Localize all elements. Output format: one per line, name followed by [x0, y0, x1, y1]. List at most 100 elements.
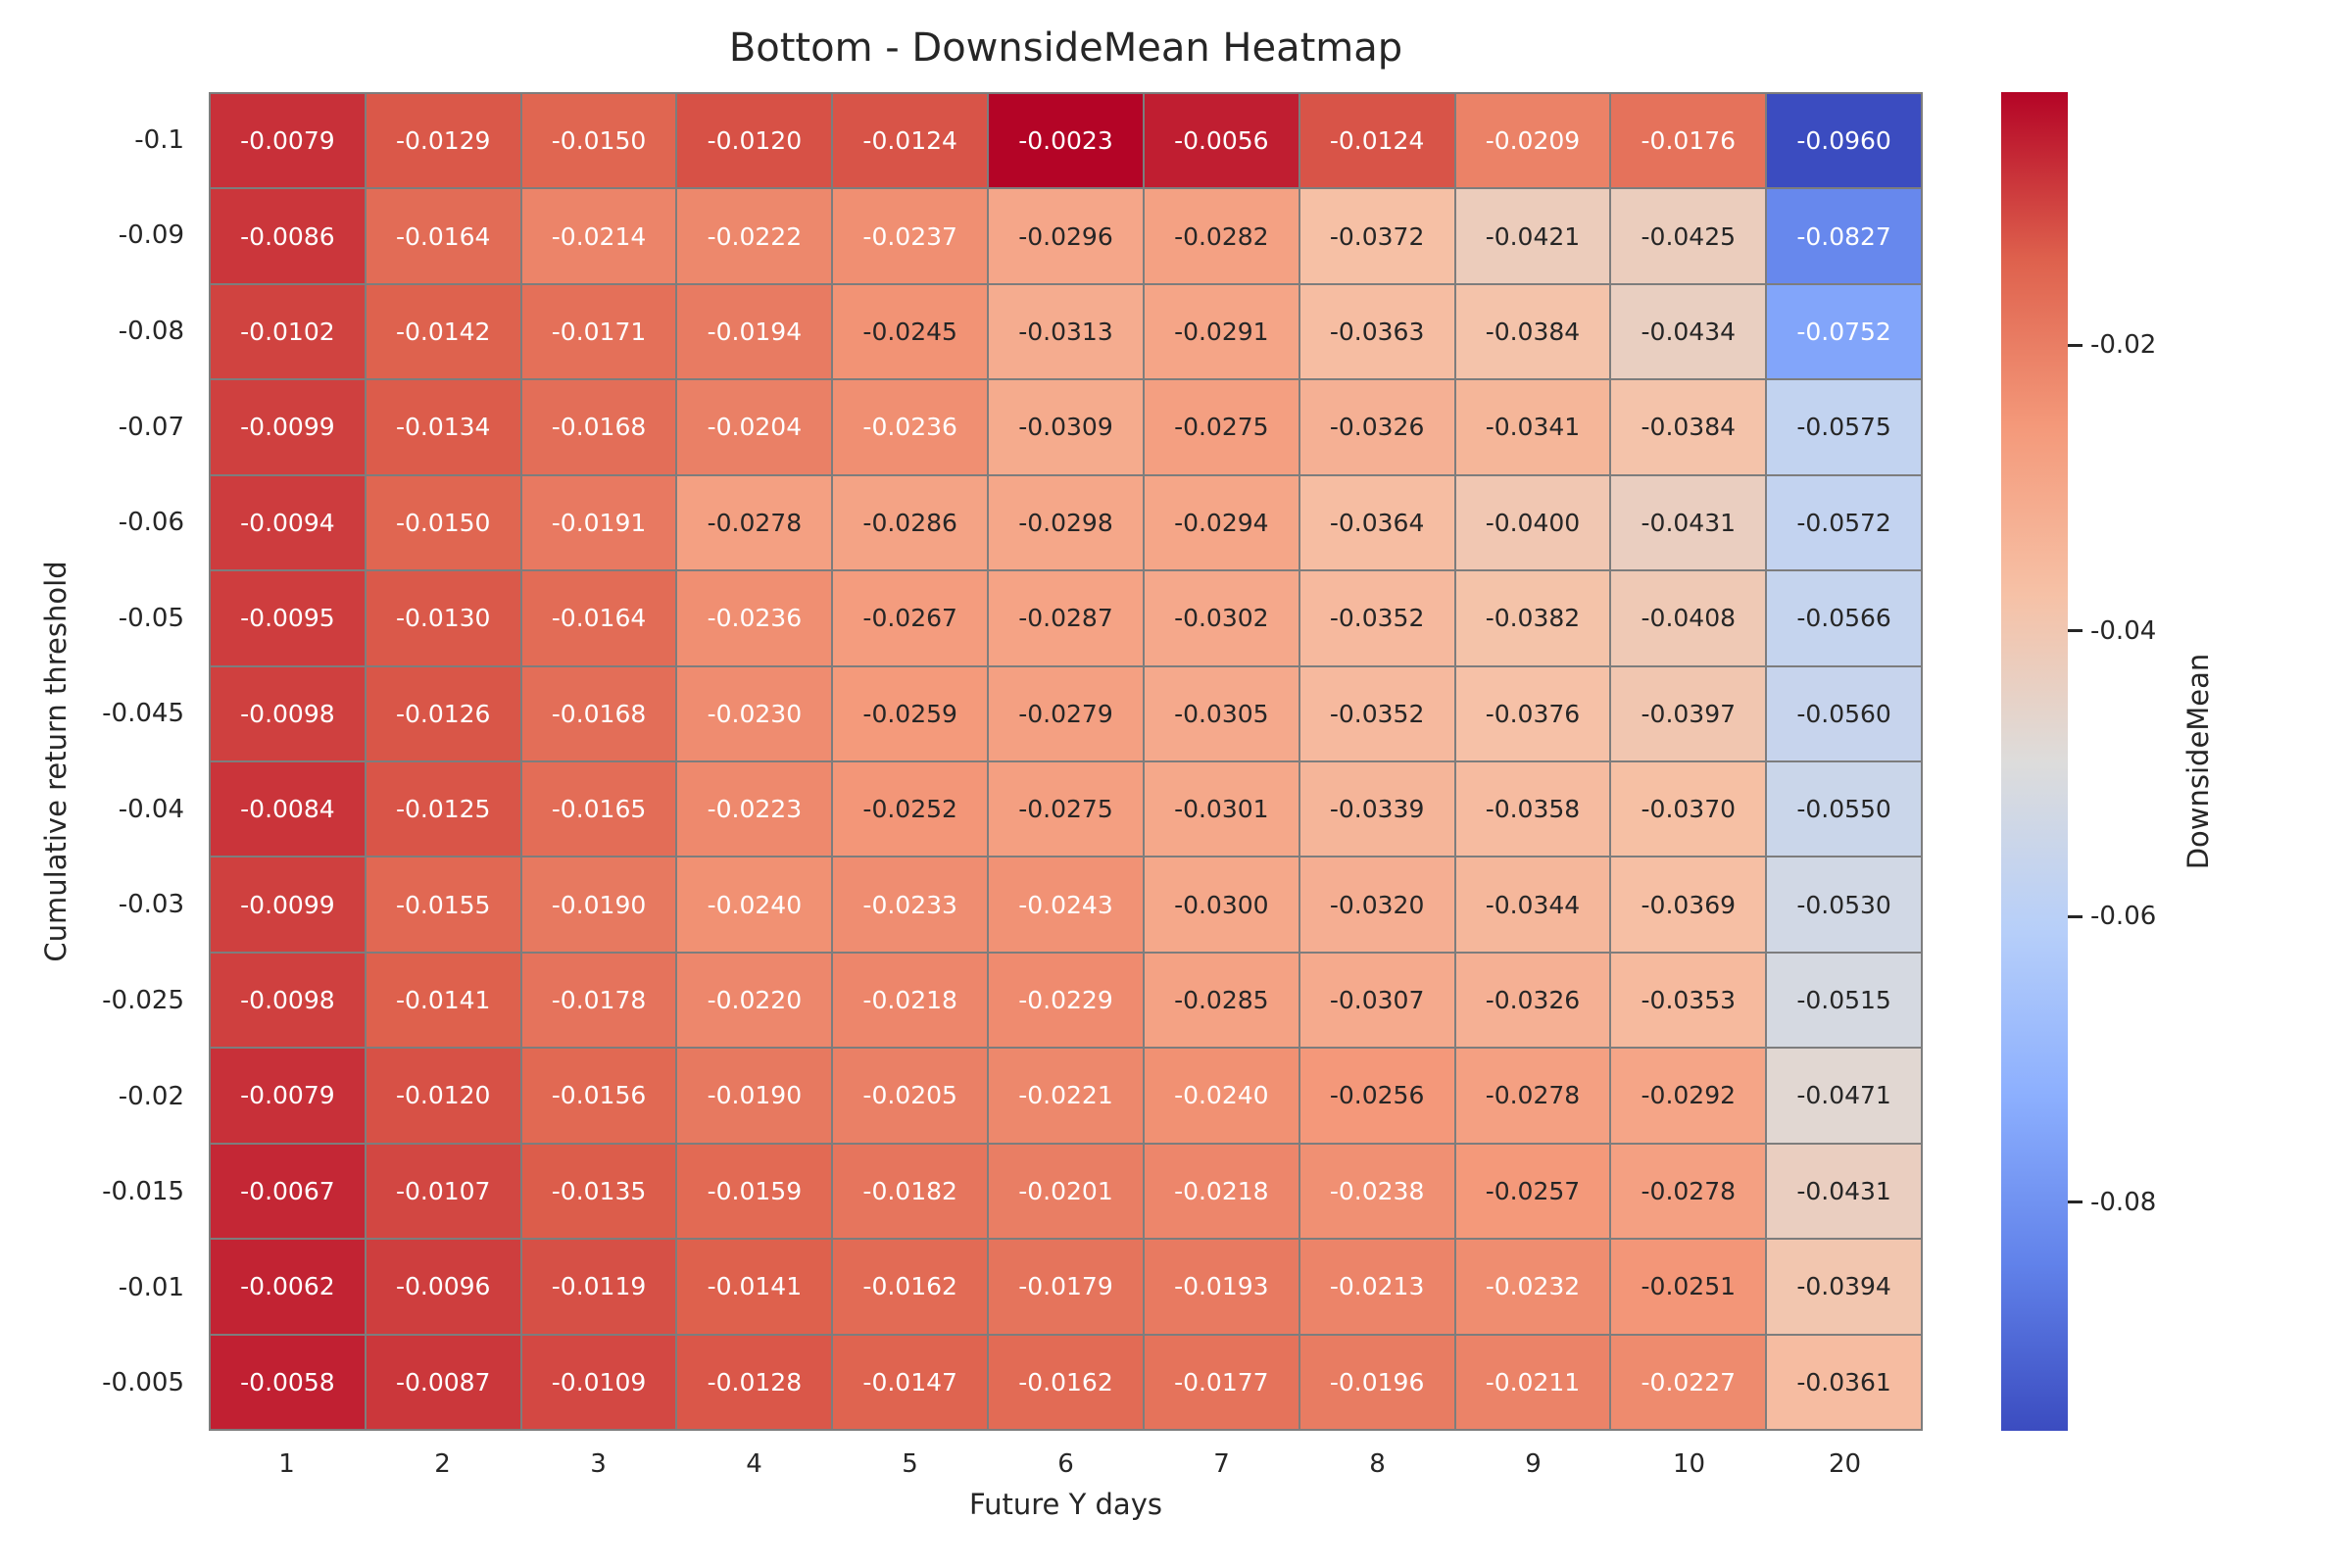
heatmap-grid: -0.0079 -0.0129 -0.0150 -0.0120 -0.0124 -0.00… — [209, 92, 1923, 1431]
colorbar-tick-label: -0.02 — [2090, 330, 2157, 361]
heatmap-cell: -0.0087 — [366, 1335, 520, 1429]
heatmap-cell: -0.0236 — [833, 380, 988, 474]
heatmap-cell: -0.0084 — [211, 762, 365, 857]
x-tick-label: 4 — [746, 1449, 762, 1479]
heatmap-cell: -0.0213 — [1299, 1240, 1454, 1334]
y-tick-label: -0.07 — [118, 412, 184, 442]
heatmap-cell: -0.0394 — [1767, 1240, 1921, 1334]
y-tick-label: -0.01 — [118, 1272, 184, 1302]
x-tick-label: 8 — [1369, 1449, 1386, 1479]
heatmap-cell: -0.0278 — [1611, 1144, 1766, 1239]
x-tick-label: 3 — [590, 1449, 607, 1479]
heatmap-cell: -0.0313 — [989, 284, 1143, 379]
colorbar-tick-label: -0.08 — [2090, 1187, 2157, 1217]
heatmap-cell: -0.0204 — [677, 380, 832, 474]
heatmap-cell: -0.0079 — [211, 1049, 365, 1143]
heatmap-cell: -0.0257 — [1455, 1144, 1610, 1239]
x-tick-label: 10 — [1672, 1449, 1706, 1479]
heatmap-cell: -0.0129 — [366, 94, 520, 188]
heatmap-cell: -0.0095 — [211, 571, 365, 665]
heatmap-cell: -0.0566 — [1767, 571, 1921, 665]
heatmap-cell: -0.0397 — [1611, 666, 1766, 760]
x-tick-label: 6 — [1057, 1449, 1074, 1479]
x-tick-label: 20 — [1828, 1449, 1862, 1479]
heatmap-cell: -0.0205 — [833, 1049, 988, 1143]
heatmap-cell: -0.0353 — [1611, 953, 1766, 1048]
heatmap-cell: -0.0279 — [989, 666, 1143, 760]
y-tick-label: -0.1 — [134, 124, 184, 155]
heatmap-cell: -0.0177 — [1144, 1335, 1298, 1429]
colorbar-label: DownsideMean — [2181, 653, 2215, 870]
heatmap-cell: -0.0098 — [211, 953, 365, 1048]
heatmap-cell: -0.0171 — [521, 284, 676, 379]
heatmap-cell: -0.0431 — [1767, 1144, 1921, 1239]
heatmap-cell: -0.0218 — [833, 953, 988, 1048]
heatmap-cell: -0.0221 — [989, 1049, 1143, 1143]
heatmap-cell: -0.0191 — [521, 475, 676, 570]
colorbar-tick-mark — [2068, 914, 2082, 918]
heatmap-cell: -0.0827 — [1767, 189, 1921, 283]
heatmap-cell: -0.0062 — [211, 1240, 365, 1334]
heatmap-cell: -0.0109 — [521, 1335, 676, 1429]
heatmap-cell: -0.0421 — [1455, 189, 1610, 283]
heatmap-cell: -0.0223 — [677, 762, 832, 857]
heatmap-cell: -0.0752 — [1767, 284, 1921, 379]
heatmap-cell: -0.0155 — [366, 858, 520, 952]
chart-title: Bottom - DownsideMean Heatmap — [728, 25, 1403, 71]
heatmap-cell: -0.0286 — [833, 475, 988, 570]
heatmap-cell: -0.0099 — [211, 380, 365, 474]
heatmap-cell: -0.0164 — [366, 189, 520, 283]
heatmap-cell: -0.0320 — [1299, 858, 1454, 952]
y-tick-label: -0.03 — [118, 890, 184, 920]
heatmap-cell: -0.0294 — [1144, 475, 1298, 570]
heatmap-cell: -0.0530 — [1767, 858, 1921, 952]
heatmap-cell: -0.0572 — [1767, 475, 1921, 570]
y-tick-label: -0.005 — [102, 1368, 184, 1398]
heatmap-cell: -0.0194 — [677, 284, 832, 379]
heatmap-cell: -0.0344 — [1455, 858, 1610, 952]
heatmap-cell: -0.0300 — [1144, 858, 1298, 952]
heatmap-cell: -0.0278 — [1455, 1049, 1610, 1143]
heatmap-cell: -0.0156 — [521, 1049, 676, 1143]
heatmap-cell: -0.0141 — [677, 1240, 832, 1334]
heatmap-cell: -0.0190 — [677, 1049, 832, 1143]
heatmap-cell: -0.0162 — [833, 1240, 988, 1334]
heatmap-cell: -0.0211 — [1455, 1335, 1610, 1429]
heatmap-cell: -0.0285 — [1144, 953, 1298, 1048]
heatmap-cell: -0.0150 — [366, 475, 520, 570]
heatmap-cell: -0.0150 — [521, 94, 676, 188]
heatmap-cell: -0.0096 — [366, 1240, 520, 1334]
heatmap-cell: -0.0307 — [1299, 953, 1454, 1048]
heatmap-cell: -0.0164 — [521, 571, 676, 665]
heatmap-cell: -0.0165 — [521, 762, 676, 857]
heatmap-cell: -0.0305 — [1144, 666, 1298, 760]
heatmap-cell: -0.0056 — [1144, 94, 1298, 188]
y-tick-label: -0.05 — [118, 603, 184, 633]
heatmap-cell: -0.0214 — [521, 189, 676, 283]
heatmap-cell: -0.0471 — [1767, 1049, 1921, 1143]
x-tick-label: 7 — [1213, 1449, 1230, 1479]
heatmap-cell: -0.0201 — [989, 1144, 1143, 1239]
heatmap-cell: -0.0382 — [1455, 571, 1610, 665]
heatmap-cell: -0.0134 — [366, 380, 520, 474]
heatmap-cell: -0.0220 — [677, 953, 832, 1048]
heatmap-cell: -0.0515 — [1767, 953, 1921, 1048]
heatmap-cell: -0.0298 — [989, 475, 1143, 570]
heatmap-cell: -0.0176 — [1611, 94, 1766, 188]
heatmap-cell: -0.0361 — [1767, 1335, 1921, 1429]
heatmap-cell: -0.0372 — [1299, 189, 1454, 283]
x-tick-label: 9 — [1525, 1449, 1542, 1479]
heatmap-cell: -0.0259 — [833, 666, 988, 760]
heatmap-cell: -0.0267 — [833, 571, 988, 665]
y-tick-label: -0.045 — [102, 699, 184, 729]
heatmap-cell: -0.0400 — [1455, 475, 1610, 570]
heatmap-cell: -0.0222 — [677, 189, 832, 283]
heatmap-cell: -0.0575 — [1767, 380, 1921, 474]
heatmap-cell: -0.0159 — [677, 1144, 832, 1239]
heatmap-cell: -0.0240 — [1144, 1049, 1298, 1143]
heatmap-cell: -0.0251 — [1611, 1240, 1766, 1334]
heatmap-cell: -0.0119 — [521, 1240, 676, 1334]
heatmap-cell: -0.0126 — [366, 666, 520, 760]
heatmap-cell: -0.0128 — [677, 1335, 832, 1429]
